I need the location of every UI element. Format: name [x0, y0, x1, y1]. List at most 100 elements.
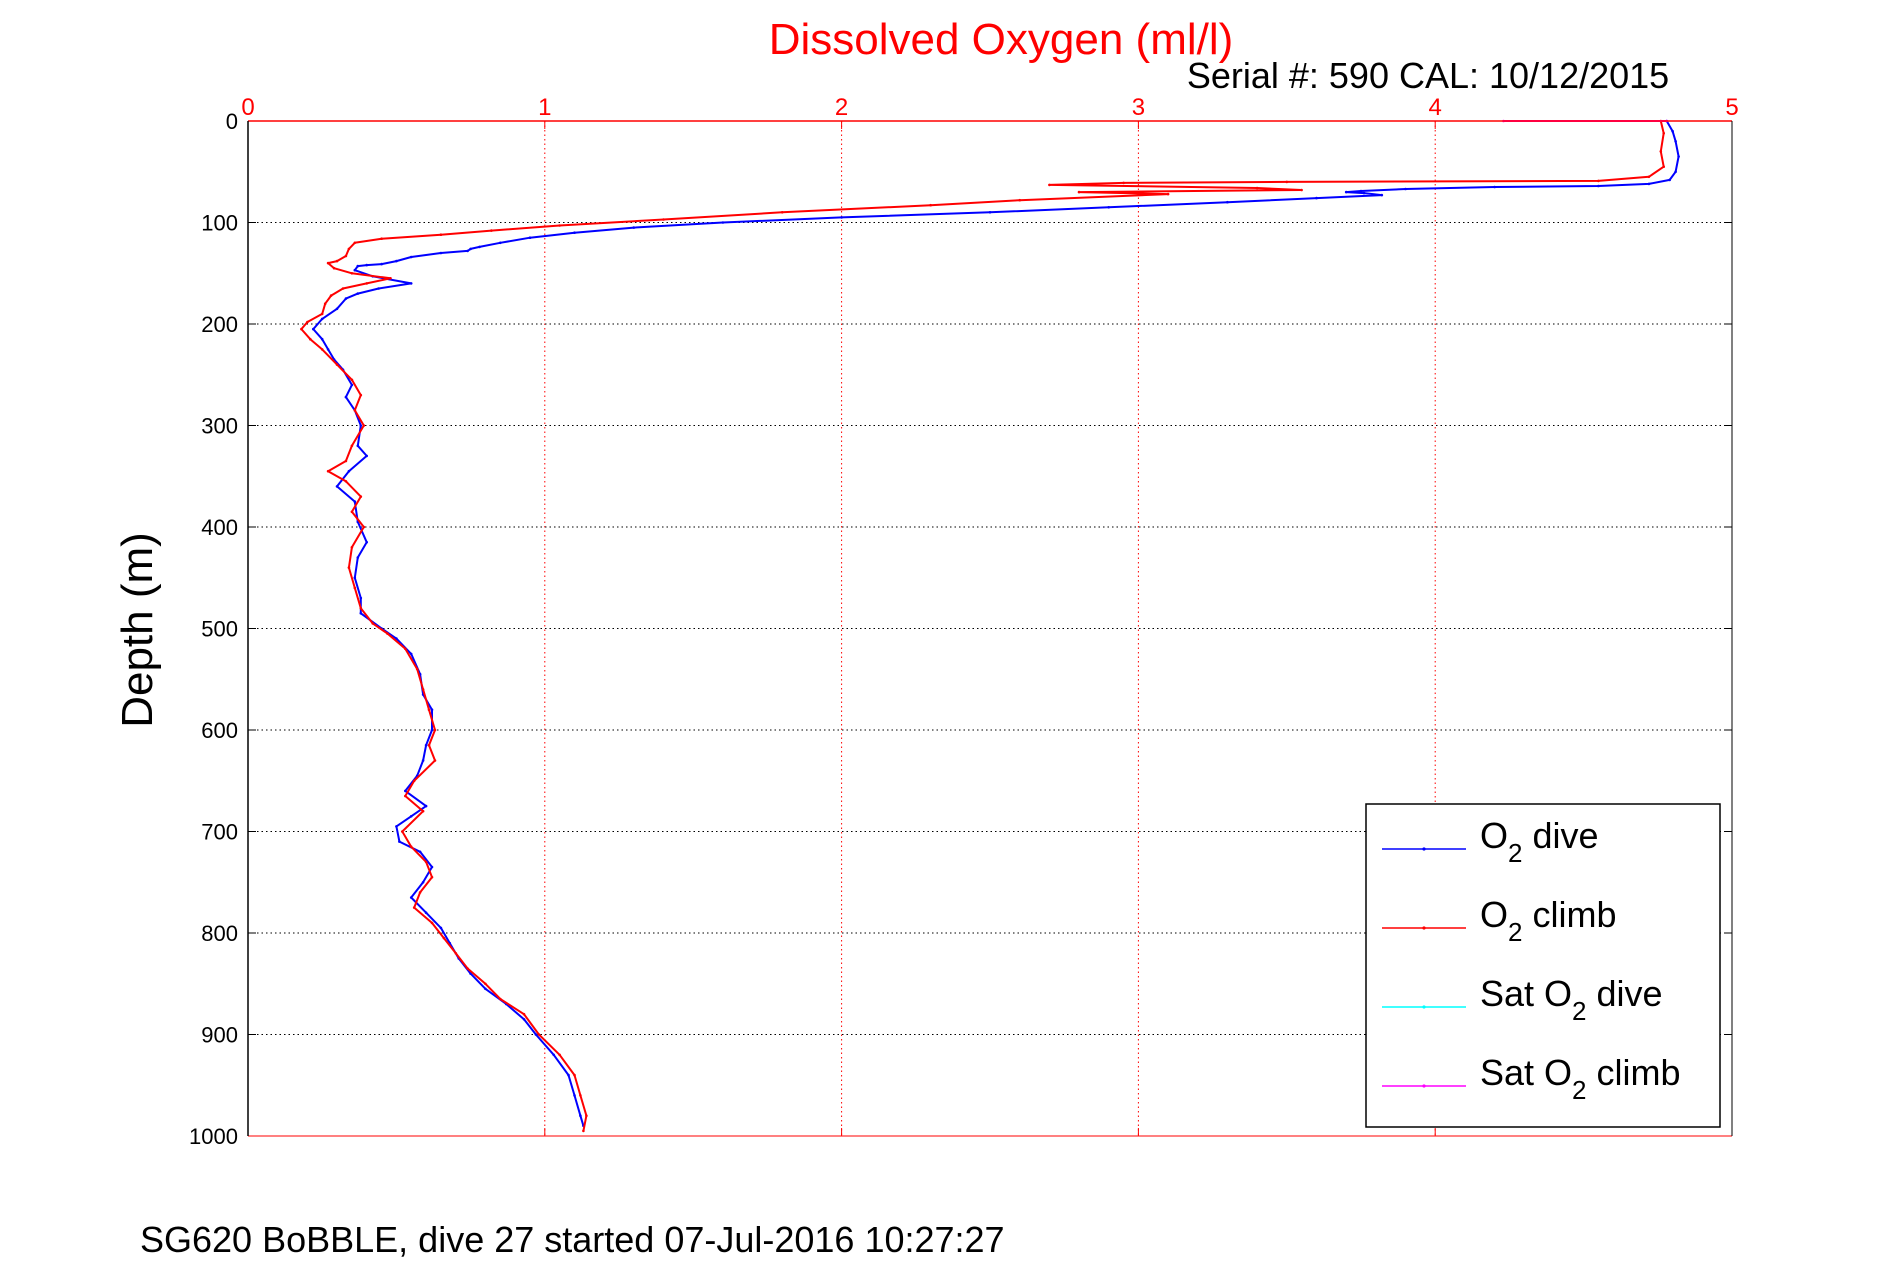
data-point-o2-dive — [356, 292, 360, 295]
data-point-o2-climb — [780, 211, 784, 214]
data-point-o2-dive — [365, 540, 369, 544]
data-point-o2-dive — [395, 259, 398, 263]
data-point-o2-dive — [528, 236, 532, 239]
data-point-o2-climb — [365, 282, 369, 285]
data-point-o2-climb — [1018, 198, 1021, 202]
data-point-o2-climb — [350, 510, 354, 514]
y-tick-label: 300 — [201, 414, 238, 439]
data-point-o2-dive — [353, 268, 357, 272]
data-point-o2-climb — [433, 728, 437, 732]
data-point-o2-climb — [350, 378, 354, 382]
x-tick-label: 4 — [1429, 94, 1442, 121]
legend-label-main: O — [1480, 815, 1508, 856]
data-point-o2-climb — [490, 229, 493, 232]
legend-marker-o2-dive — [1422, 847, 1426, 851]
data-point-o2-climb — [1285, 180, 1289, 184]
y-tick-label: 200 — [201, 312, 238, 337]
data-point-o2-dive — [356, 264, 360, 268]
data-point-o2-climb — [442, 936, 446, 940]
y-tick-label: 0 — [226, 109, 238, 134]
data-point-o2-dive — [579, 1114, 582, 1117]
data-point-o2-dive — [1671, 129, 1674, 133]
data-point-o2-climb — [412, 906, 416, 909]
legend-subscript: 2 — [1572, 1075, 1586, 1105]
data-point-o2-climb — [371, 622, 375, 625]
data-point-o2-climb — [1166, 192, 1170, 196]
data-point-o2-climb — [573, 1073, 576, 1077]
legend-marker-o2-climb — [1422, 926, 1426, 930]
data-point-o2-climb — [344, 480, 348, 483]
data-point-o2-climb — [404, 794, 407, 798]
data-point-o2-dive — [365, 454, 369, 458]
data-point-o2-climb — [1662, 165, 1665, 168]
data-point-o2-dive — [1359, 189, 1363, 193]
data-point-o2-climb — [401, 830, 404, 833]
data-point-o2-dive — [395, 825, 398, 828]
data-point-o2-dive — [573, 231, 576, 234]
data-point-o2-climb — [347, 247, 351, 251]
data-point-o2-dive — [430, 865, 434, 869]
data-point-o2-dive — [484, 987, 487, 991]
y-tick-label: 100 — [201, 211, 238, 236]
data-point-o2-climb — [359, 495, 363, 498]
data-point-o2-dive — [344, 297, 348, 300]
data-point-o2-dive — [424, 743, 428, 747]
data-point-o2-dive — [840, 216, 843, 219]
data-point-o2-climb — [427, 708, 431, 711]
data-point-o2-dive — [424, 911, 428, 914]
data-point-o2-climb — [522, 1012, 526, 1016]
legend-subscript: 2 — [1508, 838, 1522, 868]
x-tick-label: 5 — [1725, 94, 1738, 121]
data-point-o2-dive — [335, 485, 339, 488]
data-point-o2-climb — [404, 647, 407, 651]
data-point-o2-dive — [439, 251, 443, 255]
dive-caption: SG620 BoBBLE, dive 27 started 07-Jul-201… — [140, 1219, 1005, 1260]
legend-label-sat-o2-dive: Sat O2 dive — [1480, 973, 1663, 1026]
data-point-o2-dive — [478, 245, 481, 249]
y-axis-label: Depth (m) — [113, 532, 162, 728]
data-point-o2-dive — [1380, 193, 1384, 197]
data-point-o2-climb — [380, 237, 383, 240]
data-point-o2-dive — [418, 850, 422, 854]
legend-label-suffix: dive — [1522, 815, 1598, 856]
chart-subtitle: Serial #: 590 CAL: 10/12/2015 — [1187, 55, 1669, 96]
data-point-o2-dive — [522, 1018, 526, 1021]
data-point-o2-dive — [1362, 191, 1366, 195]
data-point-o2-climb — [350, 272, 354, 275]
data-point-o2-dive — [439, 926, 443, 930]
data-point-o2-climb — [929, 203, 932, 207]
data-point-o2-dive — [409, 652, 413, 656]
legend-label-o2-dive: O2 dive — [1480, 815, 1599, 868]
data-point-o2-climb — [350, 444, 354, 448]
data-point-o2-climb — [409, 845, 413, 848]
data-point-o2-dive — [1597, 184, 1600, 188]
legend-label-main: Sat O — [1480, 1052, 1572, 1093]
data-point-o2-dive — [320, 337, 324, 341]
data-point-o2-dive — [380, 262, 383, 266]
y-tick-label: 800 — [201, 921, 238, 946]
data-point-o2-dive — [1668, 178, 1671, 182]
data-point-o2-climb — [421, 809, 425, 813]
data-point-o2-climb — [350, 546, 354, 549]
y-tick-label: 900 — [201, 1023, 238, 1048]
legend-label-suffix: climb — [1587, 1052, 1681, 1093]
data-point-o2-dive — [424, 804, 428, 808]
data-point-o2-climb — [344, 459, 348, 463]
data-point-o2-climb — [1255, 186, 1259, 190]
chart-title: Dissolved Oxygen (ml/l) — [769, 15, 1234, 64]
x-tick-label: 1 — [538, 94, 551, 121]
data-point-o2-dive — [320, 317, 324, 321]
y-tick-label: 400 — [201, 515, 238, 540]
data-point-o2-dive — [499, 241, 502, 245]
data-point-o2-climb — [484, 982, 487, 986]
legend-marker-sat-o2-dive — [1422, 1005, 1426, 1009]
data-point-o2-dive — [359, 596, 363, 600]
data-point-o2-climb — [323, 302, 327, 306]
data-point-o2-dive — [409, 896, 413, 899]
data-point-o2-climb — [335, 259, 339, 263]
x-tick-label: 2 — [835, 94, 848, 121]
data-point-o2-dive — [430, 708, 434, 711]
data-point-o2-dive — [356, 556, 360, 559]
y-tick-label: 500 — [201, 617, 238, 642]
